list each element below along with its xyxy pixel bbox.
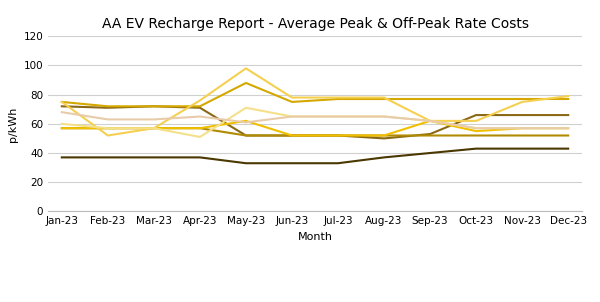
X-axis label: Month: Month	[298, 232, 332, 242]
Y-axis label: p/kWh: p/kWh	[8, 106, 18, 142]
Title: AA EV Recharge Report - Average Peak & Off-Peak Rate Costs: AA EV Recharge Report - Average Peak & O…	[101, 17, 529, 31]
